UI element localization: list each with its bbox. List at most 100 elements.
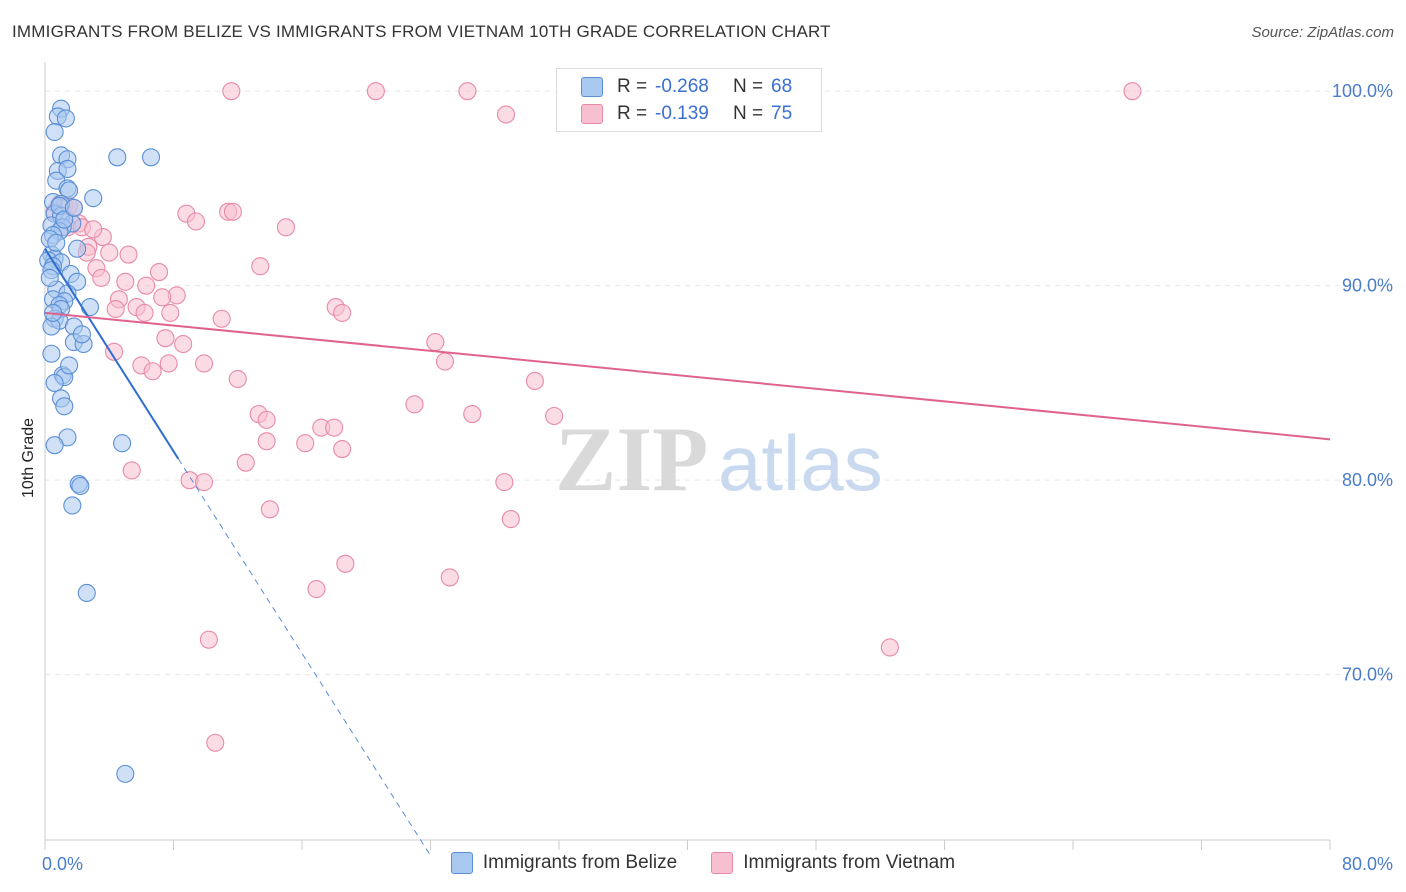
x-tick-label: 80.0%	[1342, 854, 1393, 874]
legend-swatch-belize	[581, 77, 603, 97]
belize-point	[42, 344, 61, 363]
legend-r-label: R =	[617, 103, 648, 124]
vietnam-point	[84, 220, 103, 239]
legend-r-value: -0.139	[655, 103, 709, 124]
vietnam-point	[156, 329, 175, 348]
belize-point	[77, 583, 96, 603]
belize-point	[141, 148, 161, 167]
belize-point	[58, 159, 77, 179]
vietnam-point	[333, 440, 352, 459]
legend-n-label: N =	[733, 76, 764, 97]
series-belize-points	[39, 99, 161, 783]
belize-point	[47, 233, 66, 252]
legend-item-vietnam[interactable]: Immigrants from Vietnam	[711, 852, 955, 874]
vietnam-point	[496, 105, 516, 124]
axes	[44, 62, 1331, 850]
vietnam-point	[228, 369, 247, 389]
vietnam-point	[525, 371, 544, 391]
legend-n-value: 75	[771, 103, 793, 124]
y-tick-label: 90.0%	[1342, 276, 1393, 296]
vietnam-point	[236, 453, 255, 472]
vietnam-point	[135, 303, 154, 322]
vietnam-point	[161, 303, 180, 322]
vietnam-point	[149, 263, 169, 282]
vietnam-point	[119, 245, 138, 264]
vietnam-point	[405, 395, 424, 414]
belize-point	[113, 434, 132, 453]
vietnam-point	[257, 410, 276, 429]
vietnam-point	[296, 434, 315, 453]
legend-n-value: 68	[771, 76, 793, 97]
gridlines	[45, 90, 1395, 676]
y-axis-label: 10th Grade	[20, 418, 37, 498]
vietnam-point	[174, 334, 193, 354]
vietnam-point	[333, 303, 352, 322]
trend-lines	[44, 248, 1331, 856]
vietnam-point	[122, 461, 141, 480]
vietnam-point	[440, 568, 459, 587]
y-tick-label: 80.0%	[1342, 470, 1393, 490]
vietnam-point	[257, 432, 276, 451]
vietnam-point	[336, 554, 355, 573]
vietnam-point	[222, 82, 241, 101]
vietnam-point	[426, 333, 445, 352]
legend-swatch-vietnam	[581, 104, 603, 124]
vietnam-point	[880, 638, 899, 657]
vietnam-point	[366, 82, 385, 101]
legend-swatch-belize	[450, 852, 473, 874]
watermark-zip: ZIP	[555, 408, 708, 510]
vietnam-point	[223, 202, 242, 221]
vietnam-trend-line	[44, 311, 1331, 441]
source-credit: Source: ZipAtlas.com	[1251, 24, 1394, 41]
x-tick-labels: 0.0% 80.0%	[42, 854, 1393, 874]
belize-point	[63, 496, 82, 515]
belize-point	[64, 198, 83, 217]
vietnam-point	[463, 404, 482, 424]
belize-point	[71, 476, 90, 496]
vietnam-point	[159, 354, 178, 373]
legend-n-label: N =	[733, 103, 764, 124]
belize-point	[45, 373, 64, 392]
legend-label-vietnam: Immigrants from Vietnam	[743, 852, 956, 873]
vietnam-point	[212, 309, 231, 328]
vietnam-point	[153, 288, 172, 307]
y-tick-label: 100.0%	[1332, 81, 1393, 101]
belize-point	[56, 109, 75, 128]
legend-item-belize[interactable]: Immigrants from Belize	[450, 852, 677, 874]
vietnam-point	[260, 500, 279, 519]
legend-r-value: -0.268	[655, 76, 709, 97]
vietnam-point	[325, 418, 344, 437]
chart-title: IMMIGRANTS FROM BELIZE VS IMMIGRANTS FRO…	[12, 22, 831, 41]
vietnam-point	[106, 299, 125, 319]
vietnam-point	[100, 243, 119, 262]
series-legend: Immigrants from Belize Immigrants from V…	[0, 852, 1406, 874]
vietnam-point	[137, 276, 156, 295]
y-tick-labels: 100.0% 90.0% 80.0% 70.0%	[1332, 81, 1393, 685]
belize-point	[40, 268, 59, 287]
vietnam-point	[206, 733, 225, 752]
belize-point	[108, 148, 127, 167]
belize-point	[60, 356, 79, 375]
vietnam-point	[435, 352, 455, 371]
belize-point	[116, 764, 135, 783]
vietnam-point	[143, 362, 162, 381]
belize-point	[60, 181, 79, 200]
belize-point	[45, 122, 64, 142]
watermark-atlas: atlas	[718, 419, 883, 507]
vietnam-point	[545, 406, 564, 426]
belize-point	[45, 436, 64, 455]
belize-point	[55, 210, 74, 229]
watermark: ZIP atlas	[555, 408, 883, 510]
belize-trend-line	[44, 248, 180, 460]
vietnam-point	[186, 212, 206, 231]
vietnam-point	[199, 630, 218, 649]
vietnam-point	[495, 473, 514, 492]
vietnam-point	[105, 342, 124, 361]
y-tick-label: 70.0%	[1342, 665, 1393, 685]
belize-point	[55, 397, 74, 416]
belize-trend-extension	[177, 458, 431, 856]
legend-r-label: R =	[617, 76, 648, 97]
belize-point	[72, 325, 91, 344]
legend-row-belize: R = -0.268 N = 68	[557, 74, 792, 100]
